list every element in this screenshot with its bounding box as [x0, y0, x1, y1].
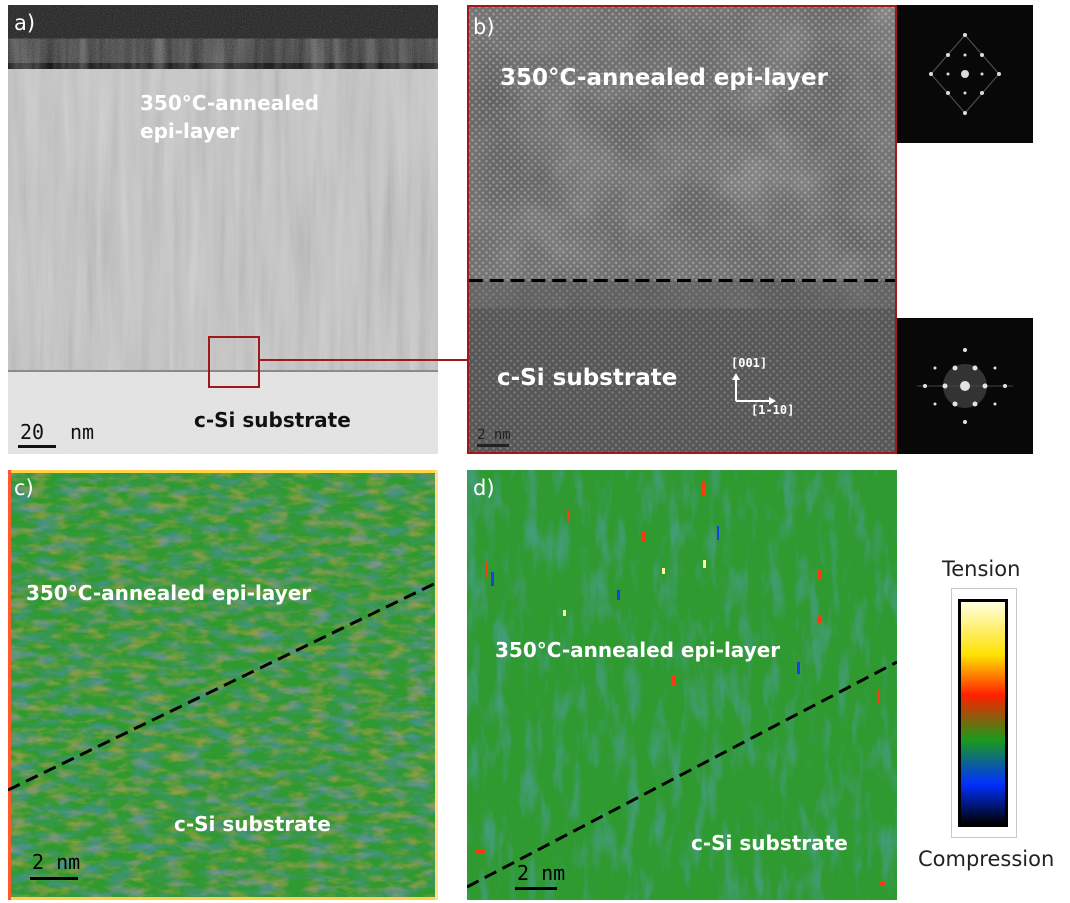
panel-b-hrtem: b) 350°C-annealed epi-layer c-Si substra…: [467, 5, 897, 454]
epi-layer-label: 350°C-annealed epi-layer: [500, 65, 828, 91]
strain-map-d-image: [467, 470, 897, 900]
panel-d-strain-map: d) 350°C-annealed epi-layer c-Si substra…: [467, 470, 897, 900]
colorbar-top-label: Tension: [942, 557, 1021, 581]
substrate-label: c-Si substrate: [194, 408, 351, 432]
panel-d-label: d): [473, 476, 495, 500]
colorbar-frame: [951, 588, 1017, 838]
epi-layer-label: 350°C-annealed epi-layer: [495, 638, 781, 662]
hrtem-image: [469, 7, 895, 452]
scale-bar-label: 2 nm: [477, 427, 511, 443]
scale-bar-label: 2 nm: [32, 850, 81, 874]
panel-b-label: b): [473, 15, 495, 39]
zoom-box: [208, 336, 260, 388]
scale-bar-unit: nm: [70, 420, 95, 444]
epi-layer-label-line2: epi-layer: [140, 119, 240, 143]
scale-bar: [515, 887, 557, 890]
substrate-label: c-Si substrate: [174, 812, 331, 836]
strain-map-c-image: [8, 470, 438, 900]
epi-layer-label: 350°C-annealed epi-layer: [26, 581, 312, 605]
colorbar-gradient: [958, 599, 1008, 827]
panel-a-label: a): [14, 11, 36, 35]
panel-a-tem-overview: a) 350°C-annealed epi-layer c-Si substra…: [8, 5, 438, 454]
axis-right-label: [1-10]: [751, 403, 795, 417]
substrate-label: c-Si substrate: [497, 365, 678, 391]
scale-bar-label: 2 nm: [517, 861, 566, 885]
scale-bar-number: 20: [20, 420, 45, 444]
scale-bar: [30, 877, 78, 880]
colorbar-bottom-label: Compression: [918, 847, 1055, 871]
scale-bar: [477, 444, 509, 447]
tem-overview-image: [8, 5, 438, 454]
panel-c-label: c): [14, 476, 34, 500]
fft-epi-layer: [897, 5, 1033, 143]
fft-substrate: [897, 318, 1033, 454]
substrate-label: c-Si substrate: [691, 831, 848, 855]
crystal-axes-icon: [732, 373, 776, 405]
scale-bar: [18, 445, 56, 448]
panel-c-strain-map: c) 350°C-annealed epi-layer c-Si substra…: [8, 470, 438, 900]
axis-up-label: [001]: [731, 356, 768, 370]
epi-layer-label-line1: 350°C-annealed: [140, 91, 319, 115]
